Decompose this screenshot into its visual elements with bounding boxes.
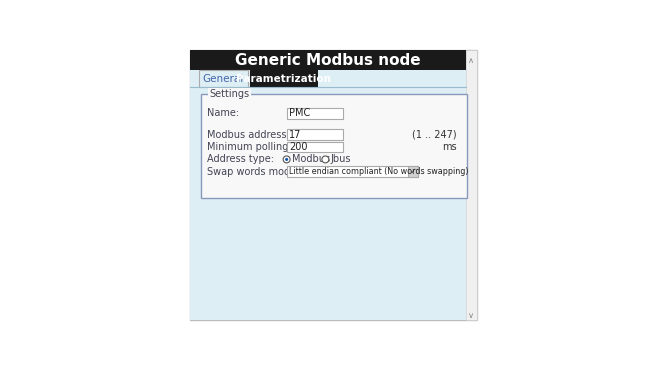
Bar [250,70,318,87]
Bar [190,50,465,70]
Circle shape [285,158,288,161]
Text: Address type:: Address type: [207,154,274,164]
Text: Settings: Settings [209,89,249,99]
Text: Modbus address:: Modbus address: [207,130,289,140]
Bar [190,70,465,320]
Text: Parametrization: Parametrization [237,74,332,83]
Text: Jbus: Jbus [331,154,351,164]
Text: (1 .. 247): (1 .. 247) [413,130,457,140]
Text: Minimum polling time:: Minimum polling time: [207,142,317,152]
Bar [408,167,419,177]
Text: ms: ms [443,142,457,152]
Circle shape [322,156,329,163]
Circle shape [283,156,290,163]
Bar [287,142,343,153]
Text: Swap words mode:: Swap words mode: [207,167,299,177]
Bar [465,50,476,320]
Text: ∧: ∧ [468,56,474,64]
Text: 17: 17 [289,130,302,140]
Text: ∨: ∨ [468,311,474,320]
Text: General: General [203,74,244,83]
Bar [287,108,343,119]
Text: Generic Modbus node: Generic Modbus node [235,53,421,68]
Bar [287,130,343,140]
Text: ✓: ✓ [410,167,416,176]
Text: PMC: PMC [289,108,310,118]
Text: Name:: Name: [207,108,239,118]
Text: Little endian compliant (No words swapping): Little endian compliant (No words swappi… [289,167,469,176]
Bar [202,94,467,198]
Text: 200: 200 [289,142,307,152]
Bar [199,70,248,87]
Text: Modbus: Modbus [292,154,330,164]
Bar [287,167,419,177]
Bar [190,50,476,320]
